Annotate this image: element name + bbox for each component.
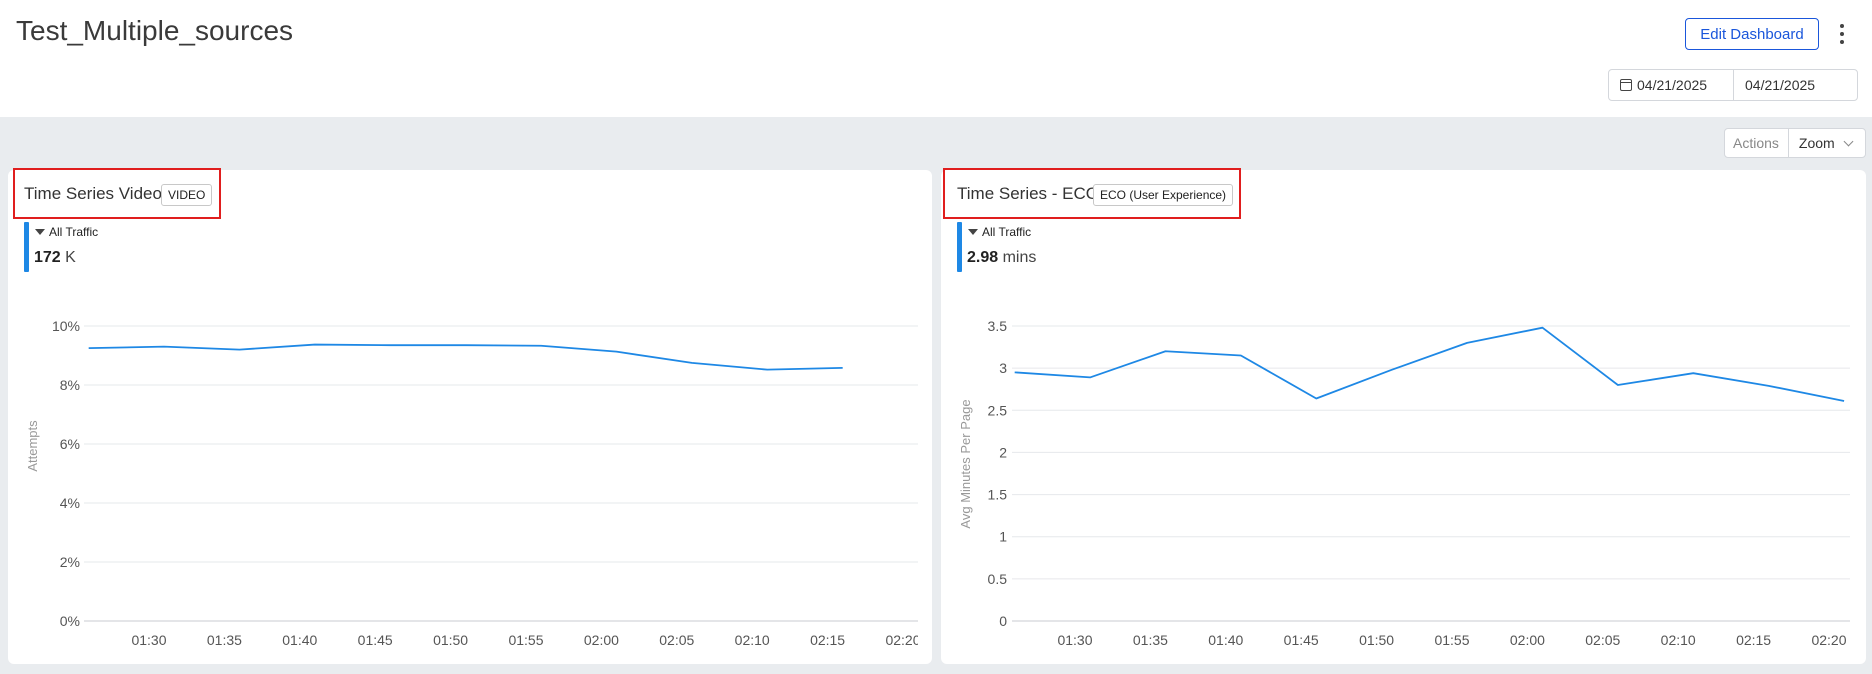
x-tick-label: 02:20 — [885, 632, 920, 648]
x-tick-label: 02:05 — [1585, 632, 1620, 648]
end-date-field[interactable]: 04/21/2025 — [1734, 70, 1815, 100]
widget-source-tag: VIDEO — [161, 184, 213, 206]
widget-card-video — [8, 170, 932, 664]
x-tick-label: 01:40 — [1208, 632, 1243, 648]
y-axis-title: Attempts — [25, 420, 40, 472]
widget-title: Time Series Video — [24, 184, 162, 203]
x-tick-label: 02:10 — [1661, 632, 1696, 648]
widget-title: Time Series - ECO — [957, 184, 1100, 203]
y-tick-label: 3.5 — [988, 318, 1008, 334]
zoom-label: Zoom — [1798, 135, 1835, 151]
kpi-value: 172 K — [34, 249, 76, 267]
x-tick-label: 02:15 — [810, 632, 845, 648]
x-tick-label: 02:00 — [584, 632, 619, 648]
x-tick-label: 01:45 — [358, 632, 393, 648]
x-tick-label: 01:50 — [1359, 632, 1394, 648]
x-tick-label: 01:35 — [1133, 632, 1168, 648]
edit-dashboard-button[interactable]: Edit Dashboard — [1685, 18, 1819, 50]
actions-bar: Actions Zoom — [1724, 128, 1866, 158]
kpi-indicator-bar — [24, 222, 29, 272]
kpi-filter[interactable]: All Traffic — [968, 225, 1031, 239]
y-tick-label: 4% — [60, 495, 80, 511]
zoom-select[interactable]: Zoom — [1789, 135, 1854, 151]
x-tick-label: 01:45 — [1284, 632, 1319, 648]
y-tick-label: 0.5 — [988, 571, 1008, 587]
x-tick-label: 01:35 — [207, 632, 242, 648]
kebab-vertical-icon[interactable] — [1834, 20, 1850, 48]
dashboard-header: Test_Multiple_sources Edit Dashboard 04/… — [0, 0, 1872, 117]
filter-icon — [35, 229, 45, 235]
x-tick-label: 01:30 — [131, 632, 166, 648]
kpi-number: 172 — [34, 249, 61, 266]
x-tick-label: 01:55 — [1434, 632, 1469, 648]
x-tick-label: 02:00 — [1510, 632, 1545, 648]
x-tick-label: 02:05 — [659, 632, 694, 648]
kpi-value: 2.98 mins — [967, 249, 1036, 267]
y-tick-label: 2% — [60, 554, 80, 570]
end-date-value: 04/21/2025 — [1745, 77, 1816, 93]
y-tick-label: 0% — [60, 613, 80, 629]
x-tick-label: 01:40 — [282, 632, 317, 648]
x-tick-label: 02:10 — [735, 632, 770, 648]
y-tick-label: 2.5 — [988, 402, 1008, 418]
y-tick-label: 0 — [999, 613, 1007, 629]
actions-label[interactable]: Actions — [1725, 129, 1789, 157]
kpi-number: 2.98 — [967, 249, 999, 266]
calendar-icon — [1620, 79, 1632, 91]
y-tick-label: 3 — [999, 360, 1007, 376]
y-axis-title: Avg Minutes Per Page — [958, 399, 973, 528]
x-tick-label: 01:55 — [508, 632, 543, 648]
y-tick-label: 6% — [60, 436, 80, 452]
widget-title-highlight — [13, 168, 221, 219]
y-tick-label: 8% — [60, 377, 80, 393]
y-tick-label: 2 — [999, 444, 1007, 460]
widget-source-tag: ECO (User Experience) — [1093, 184, 1234, 206]
x-tick-label: 02:20 — [1811, 632, 1846, 648]
series-line — [88, 343, 843, 371]
filter-icon — [968, 229, 978, 235]
axis-clip-mask — [918, 628, 932, 652]
date-range-picker[interactable]: 04/21/2025 04/21/2025 — [1608, 69, 1858, 101]
widget-title-highlight — [943, 168, 1241, 219]
y-tick-label: 10% — [52, 318, 80, 334]
kpi-filter[interactable]: All Traffic — [35, 225, 98, 239]
start-date-value: 04/21/2025 — [1637, 77, 1708, 93]
x-tick-label: 01:30 — [1057, 632, 1092, 648]
page-title: Test_Multiple_sources — [16, 15, 294, 46]
start-date-field[interactable]: 04/21/2025 — [1609, 70, 1734, 100]
widget-card-eco — [941, 170, 1866, 664]
y-tick-label: 1.5 — [988, 487, 1008, 503]
kpi-indicator-bar — [957, 222, 962, 272]
y-tick-label: 1 — [999, 529, 1007, 545]
x-tick-label: 02:15 — [1736, 632, 1771, 648]
kpi-unit: K — [65, 249, 76, 266]
series-line — [1014, 326, 1845, 402]
x-tick-label: 01:50 — [433, 632, 468, 648]
kpi-filter-label: All Traffic — [49, 225, 99, 239]
axis-clip-mask — [1851, 628, 1866, 652]
kpi-filter-label: All Traffic — [982, 225, 1032, 239]
kpi-unit: mins — [1002, 249, 1037, 266]
